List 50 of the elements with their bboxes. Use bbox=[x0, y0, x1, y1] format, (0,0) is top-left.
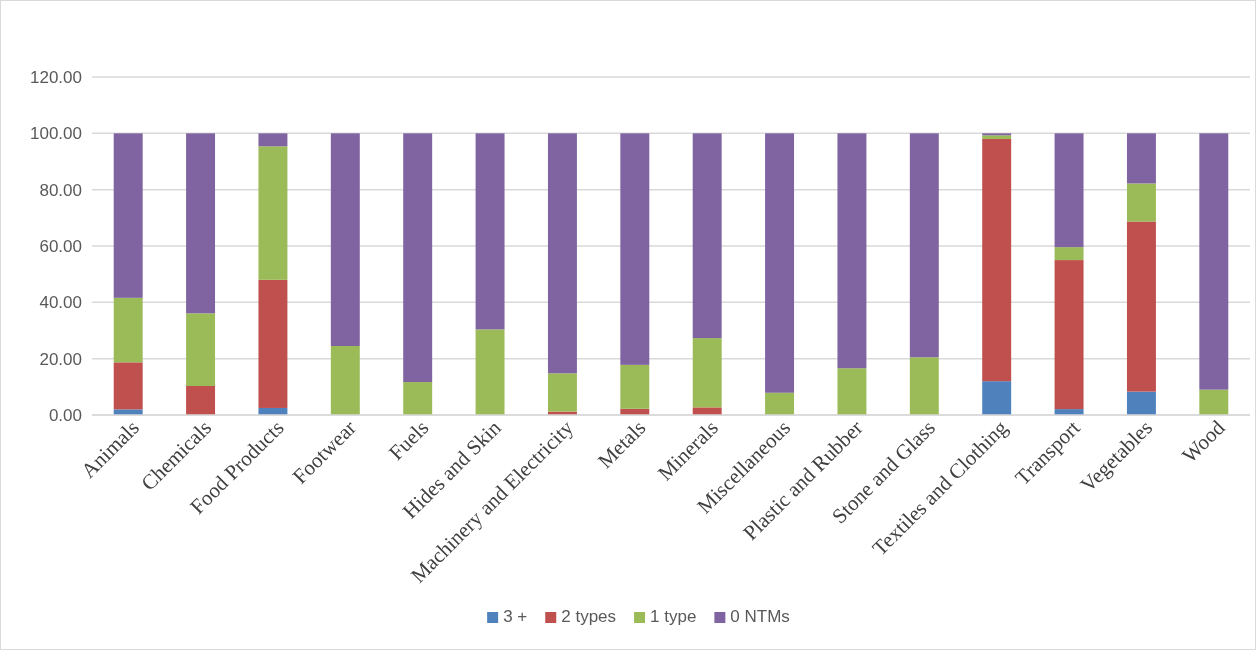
bar bbox=[258, 133, 288, 147]
bar bbox=[982, 138, 1012, 382]
bar bbox=[1054, 133, 1084, 248]
legend-label: 3 + bbox=[503, 607, 528, 626]
bar bbox=[186, 313, 216, 386]
bar bbox=[620, 364, 650, 409]
bar bbox=[258, 279, 288, 408]
bar bbox=[403, 382, 433, 415]
bar bbox=[403, 133, 433, 383]
bar bbox=[765, 133, 795, 393]
bar bbox=[1054, 260, 1084, 410]
legend-label: 1 type bbox=[650, 607, 697, 626]
y-tick-label: 80.00 bbox=[39, 180, 82, 200]
bar bbox=[909, 357, 939, 415]
bar bbox=[330, 133, 360, 346]
bar bbox=[909, 133, 939, 358]
bar bbox=[547, 133, 577, 374]
y-tick-label: 40.00 bbox=[39, 293, 82, 313]
y-tick-label: 120.00 bbox=[30, 67, 82, 87]
bar bbox=[1126, 221, 1156, 392]
y-tick-label: 0.00 bbox=[48, 405, 82, 425]
bar bbox=[186, 133, 216, 314]
legend-label: 0 NTMs bbox=[730, 607, 790, 626]
legend-label: 2 types bbox=[561, 607, 617, 626]
bar bbox=[113, 362, 143, 410]
bar bbox=[330, 345, 360, 415]
bar bbox=[547, 373, 577, 412]
bar bbox=[186, 385, 216, 415]
bar bbox=[1126, 183, 1156, 222]
bar bbox=[475, 133, 505, 330]
bar bbox=[982, 381, 1012, 415]
bar bbox=[475, 329, 505, 415]
bar bbox=[692, 407, 722, 415]
y-tick-label: 100.00 bbox=[30, 124, 82, 144]
bar bbox=[692, 338, 722, 408]
bar bbox=[692, 133, 722, 339]
y-tick-label: 60.00 bbox=[39, 236, 82, 256]
bar bbox=[1126, 133, 1156, 184]
bar bbox=[258, 146, 288, 280]
y-tick-label: 20.00 bbox=[39, 349, 82, 369]
bar bbox=[837, 133, 867, 369]
bar bbox=[113, 133, 143, 298]
bar bbox=[765, 392, 795, 415]
bar bbox=[1199, 389, 1229, 415]
bar bbox=[837, 368, 867, 415]
bar bbox=[1199, 133, 1229, 390]
bar bbox=[620, 133, 650, 365]
bar bbox=[1126, 391, 1156, 415]
bar bbox=[1054, 247, 1084, 261]
bar bbox=[113, 297, 143, 363]
